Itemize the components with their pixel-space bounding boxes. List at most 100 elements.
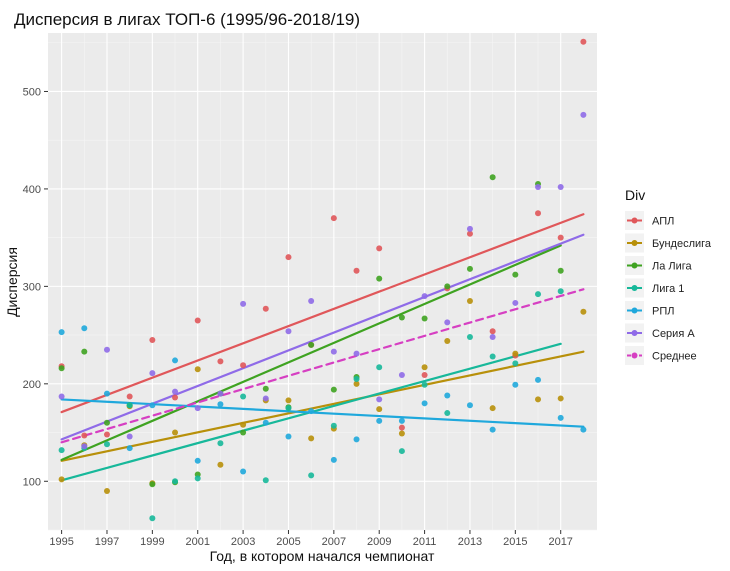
data-point [421,315,428,322]
y-tick-label: 200 [23,379,41,391]
data-point [217,440,224,447]
legend-label: РПЛ [652,306,674,318]
data-point [262,419,269,426]
data-point [535,396,542,403]
data-point [262,385,269,392]
data-point [489,328,496,335]
chart-title: Дисперсия в лигах ТОП-6 (1995/96-2018/19… [14,10,360,29]
data-point [308,297,315,304]
legend-swatch-point [631,240,638,246]
x-tick-label: 2013 [458,536,482,548]
data-point [557,414,564,421]
data-point [557,267,564,274]
data-point [81,432,88,439]
trend-line [60,398,585,428]
legend: Div АПЛ Бундеслига Ла Лига Лига 1 РПЛ Серия А… [625,187,712,365]
data-point [262,395,269,402]
x-tick-label: 2011 [413,536,437,548]
data-point [535,183,542,190]
data-point [557,395,564,402]
data-point [194,457,201,464]
x-tick-label: 2007 [322,536,346,548]
data-point [421,381,428,388]
data-points [58,38,587,522]
data-point [489,405,496,412]
data-point [58,329,65,336]
data-point [240,362,247,369]
data-point [330,386,337,393]
data-point [308,472,315,479]
trend-line [60,244,562,461]
legend-label: Лига 1 [652,283,684,295]
data-point [194,475,201,482]
data-point [466,225,473,232]
data-point [308,435,315,442]
data-point [421,364,428,371]
data-point [512,350,519,357]
legend-swatch-point [631,330,638,336]
x-tick-label: 2001 [185,536,209,548]
legend-swatch-point [631,285,638,291]
data-point [172,357,179,364]
data-point [149,515,156,522]
data-point [398,430,405,437]
data-point [172,394,179,401]
data-point [535,291,542,298]
x-tick-label: 2003 [231,536,255,548]
data-point [103,419,110,426]
legend-swatch-point [631,217,638,224]
data-point [81,443,88,450]
trend-line [60,213,585,414]
plot-panel [48,33,597,530]
data-point [285,328,292,335]
data-point [240,468,247,475]
data-point [466,297,473,304]
data-point [126,393,133,400]
x-tick-label: 1999 [140,536,164,548]
data-point [172,478,179,485]
data-point [512,360,519,367]
trend-line [60,288,585,444]
data-point [58,447,65,454]
data-point [489,426,496,433]
y-tick-label: 100 [23,476,41,488]
data-point [466,402,473,409]
data-point [126,433,133,440]
data-point [58,365,65,372]
data-point [421,293,428,300]
data-point [308,408,315,415]
data-point [489,174,496,181]
data-point [557,288,564,295]
data-point [103,431,110,438]
data-point [444,410,451,417]
legend-swatch-point [631,352,638,359]
data-point [466,230,473,237]
data-point [194,366,201,373]
data-point [557,234,564,241]
data-point [466,265,473,272]
data-point [217,358,224,365]
data-point [149,370,156,377]
data-point [580,38,587,45]
data-point [285,254,292,261]
data-point [353,375,360,382]
data-point [398,448,405,455]
data-point [580,111,587,118]
data-point [421,400,428,407]
x-axis-label: Год, в котором начался чемпионат [210,548,435,564]
data-point [103,390,110,397]
data-point [398,424,405,431]
data-point [444,319,451,326]
data-point [535,210,542,217]
trend-line [60,350,585,462]
data-point [126,402,133,409]
data-point [376,245,383,252]
data-point [217,401,224,408]
data-point [285,433,292,440]
data-point [580,426,587,433]
data-point [376,406,383,413]
data-point [398,314,405,321]
data-point [512,271,519,278]
data-point [126,445,133,452]
data-point [330,456,337,463]
